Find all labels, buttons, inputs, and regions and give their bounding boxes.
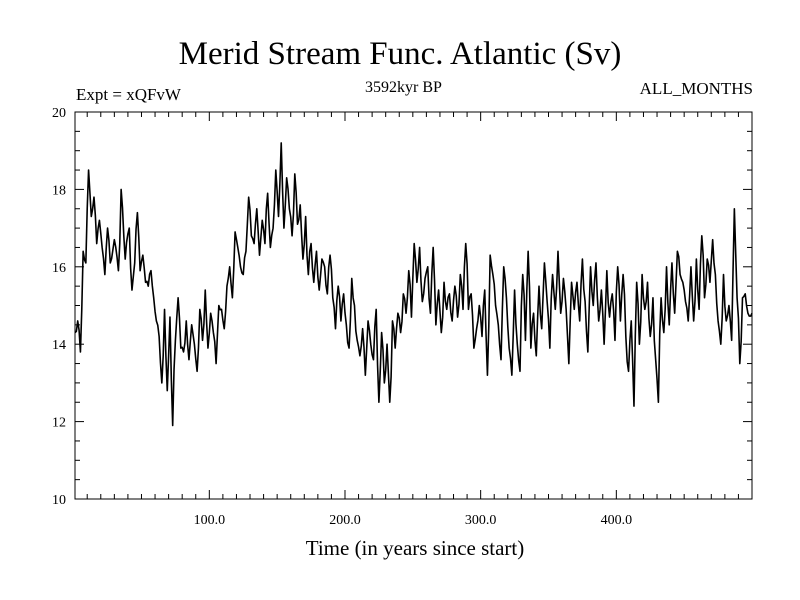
expt-label: Expt = xQFvW xyxy=(76,85,181,104)
x-tick-label: 100.0 xyxy=(194,513,226,528)
plot-frame xyxy=(74,111,753,500)
y-tick-label: 18 xyxy=(52,183,66,198)
x-tick-label: 300.0 xyxy=(465,513,497,528)
x-tick-label: 200.0 xyxy=(329,513,361,528)
y-tick-label: 10 xyxy=(52,493,66,508)
y-tick-label: 12 xyxy=(52,416,66,431)
x-axis-label: Time (in years since start) xyxy=(305,536,525,560)
x-tick-label: 400.0 xyxy=(601,513,633,528)
tick-labels: 100.0 200.0 300.0 400.0 10 12 14 16 18 20 xyxy=(52,106,632,528)
series-layer xyxy=(74,142,753,427)
period-label: 3592kyr BP xyxy=(365,79,442,96)
y-tick-label: 14 xyxy=(52,338,66,353)
series-line xyxy=(74,142,753,427)
months-label: ALL_MONTHS xyxy=(639,79,753,98)
axis-ticks xyxy=(75,112,752,499)
y-tick-label: 20 xyxy=(52,106,66,121)
chart-title: Merid Stream Func. Atlantic (Sv) xyxy=(178,36,622,72)
y-tick-label: 16 xyxy=(52,261,66,276)
